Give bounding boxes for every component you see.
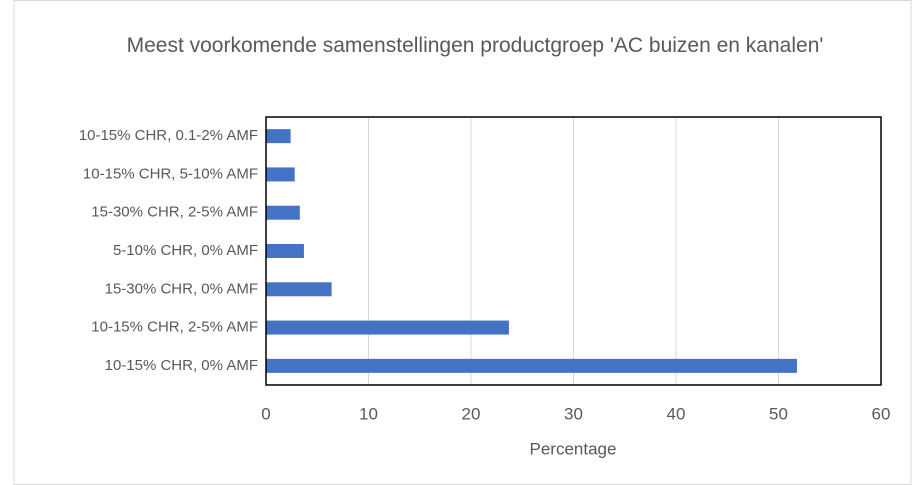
x-tick-label: 20 xyxy=(462,404,481,423)
x-tick-label: 30 xyxy=(564,404,583,423)
y-tick-label: 10-15% CHR, 2-5% AMF xyxy=(91,319,258,336)
y-tick-label: 15-30% CHR, 0% AMF xyxy=(105,280,258,297)
x-tick-label: 60 xyxy=(872,404,891,423)
y-tick-label: 15-30% CHR, 2-5% AMF xyxy=(91,204,258,221)
bar xyxy=(266,205,300,220)
bar xyxy=(266,129,291,144)
y-tick-label: 10-15% CHR, 0.1-2% AMF xyxy=(79,127,258,144)
bar xyxy=(266,282,332,297)
chart-title: Meest voorkomende samenstellingen produc… xyxy=(126,34,824,57)
x-axis-label: Percentage xyxy=(530,439,617,458)
y-tick-label: 10-15% CHR, 5-10% AMF xyxy=(83,165,258,182)
y-tick-label: 5-10% CHR, 0% AMF xyxy=(113,242,258,259)
plot-border xyxy=(265,116,882,386)
x-tick-label: 10 xyxy=(359,404,378,423)
x-tick-label: 40 xyxy=(667,404,686,423)
x-tick-label: 0 xyxy=(261,404,270,423)
y-tick-label: 10-15% CHR, 0% AMF xyxy=(105,357,258,374)
bar xyxy=(266,358,797,373)
bar xyxy=(266,320,509,335)
bar xyxy=(266,167,295,182)
x-tick-label: 50 xyxy=(769,404,788,423)
bar xyxy=(266,244,304,258)
